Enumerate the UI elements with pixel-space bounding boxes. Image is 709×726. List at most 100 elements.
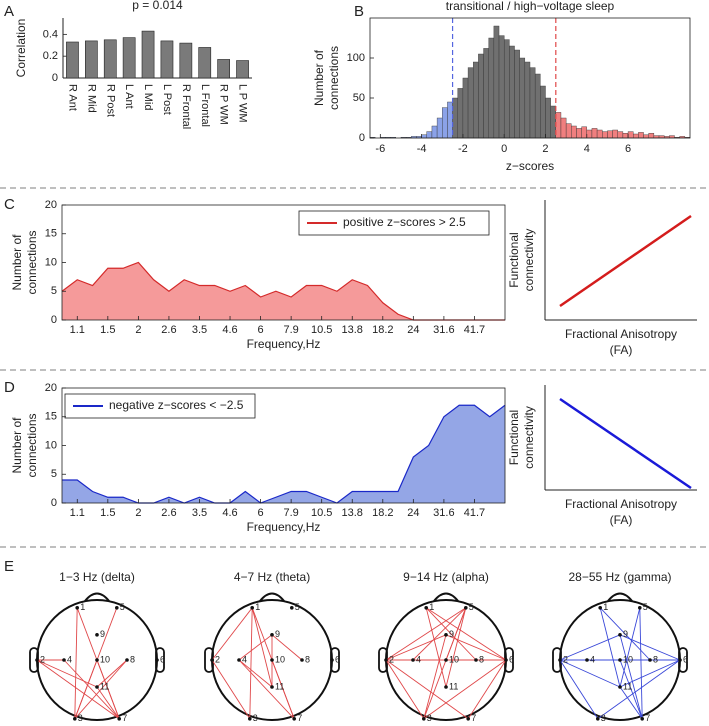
connection <box>619 686 643 720</box>
histogram-bar <box>514 49 520 139</box>
histogram-bar <box>565 123 572 139</box>
y-tick-label: 5 <box>51 468 57 480</box>
x-axis-label: Fractional Anisotropy <box>565 497 677 511</box>
electrode-label: 2 <box>215 654 220 664</box>
connection <box>74 607 118 719</box>
electrode <box>250 606 254 610</box>
electrode <box>596 717 600 721</box>
histogram-bar <box>633 133 639 139</box>
x-axis-label: Frequency,Hz <box>247 337 321 351</box>
histogram-bar <box>473 61 479 139</box>
histogram-bar <box>576 128 582 139</box>
connection <box>36 659 120 720</box>
electrode-label: 2 <box>563 654 568 664</box>
histogram-bar <box>622 132 629 139</box>
electrode-label: 8 <box>653 654 658 664</box>
connection <box>74 607 78 719</box>
y-tick-label: 20 <box>45 199 57 211</box>
x-tick-label: L Ant <box>123 84 135 109</box>
head-title: 28−55 Hz (gamma) <box>568 570 671 584</box>
x-tick-label: 18.2 <box>372 507 393 519</box>
connection <box>96 659 120 719</box>
panel-letter: A <box>4 3 14 20</box>
x-tick-label: 1.1 <box>70 324 85 336</box>
electrode <box>270 633 274 637</box>
x-tick-label: 10.5 <box>311 507 332 519</box>
electrode <box>598 606 602 610</box>
electrode-label: 4 <box>242 654 247 664</box>
electrode <box>678 658 682 662</box>
electrode <box>237 658 241 662</box>
histogram-bar <box>627 131 634 139</box>
electrode <box>95 633 99 637</box>
electrode-label: 3 <box>253 713 258 723</box>
x-tick-label: L Post <box>161 84 173 115</box>
x-tick-label: -6 <box>375 143 385 155</box>
electrode <box>248 717 252 721</box>
x-tick-label: 24 <box>407 507 419 519</box>
legend-label: negative z−scores < −2.5 <box>109 398 244 412</box>
x-tick-label: 6 <box>258 507 264 519</box>
histogram-bar <box>462 77 469 139</box>
histogram-bar <box>498 35 505 139</box>
connection <box>412 607 467 661</box>
histogram-bar <box>602 131 608 139</box>
connection <box>599 607 651 661</box>
chart-title: p = 0.014 <box>132 0 183 12</box>
histogram-bar <box>488 37 495 139</box>
electrode <box>648 658 652 662</box>
electrode <box>618 685 622 689</box>
connection <box>96 659 128 688</box>
electrode <box>75 606 79 610</box>
electrode-label: 3 <box>78 713 83 723</box>
x-tick-label: 0 <box>501 143 507 155</box>
panel-letter: D <box>4 379 15 396</box>
electrode <box>292 717 297 721</box>
x-tick-label: 6 <box>625 143 631 155</box>
y-axis-label: connections <box>25 413 39 477</box>
connection <box>639 607 643 719</box>
connection <box>74 659 128 720</box>
x-tick-label: 3.5 <box>192 324 207 336</box>
x-tick-label: 41.7 <box>464 507 485 519</box>
electrode-label: 5 <box>643 602 648 612</box>
x-tick-label: L Mid <box>142 84 154 111</box>
y-axis-label: Number of <box>10 234 24 291</box>
electrode-label: 6 <box>683 654 688 664</box>
histogram-bar <box>483 48 489 139</box>
y-tick-label: 0 <box>359 132 365 144</box>
electrode <box>270 658 274 662</box>
x-axis-label: (FA) <box>610 343 633 357</box>
electrode-label: 9 <box>275 629 280 639</box>
head-map: 9−14 Hz (alpha) 1 5 9 2 4 10 8 6 11 3 7 <box>378 570 514 723</box>
electrode <box>115 606 119 610</box>
head-map: 28−55 Hz (gamma) 1 5 9 2 4 10 8 6 11 3 7 <box>552 570 688 723</box>
histogram-bar <box>431 125 438 139</box>
y-tick-label: 0.4 <box>43 28 58 40</box>
nose <box>259 592 285 602</box>
y-axis-label: Functional <box>507 232 521 287</box>
x-tick-label: R Frontal <box>180 84 192 129</box>
connection <box>385 634 447 661</box>
connection <box>597 659 681 720</box>
electrode <box>464 606 468 610</box>
head-title: 9−14 Hz (alpha) <box>403 570 489 584</box>
x-tick-label: 3.5 <box>192 507 207 519</box>
x-axis-label: Fractional Anisotropy <box>565 327 677 341</box>
connection <box>249 607 253 719</box>
x-tick-label: 2.6 <box>161 324 176 336</box>
electrode-label: 4 <box>67 654 72 664</box>
electrode-label: 2 <box>40 654 45 664</box>
electrode <box>585 658 589 662</box>
y-tick-label: 0 <box>52 72 58 84</box>
x-tick-label: L P WM <box>237 84 249 123</box>
electrode-label: 7 <box>471 713 476 723</box>
connection <box>36 659 98 688</box>
electrode-label: 5 <box>120 602 125 612</box>
electrode <box>640 717 644 721</box>
histogram-bar <box>426 131 433 139</box>
electrode <box>62 658 66 662</box>
connection <box>423 634 447 719</box>
x-tick-label: 13.8 <box>342 507 363 519</box>
